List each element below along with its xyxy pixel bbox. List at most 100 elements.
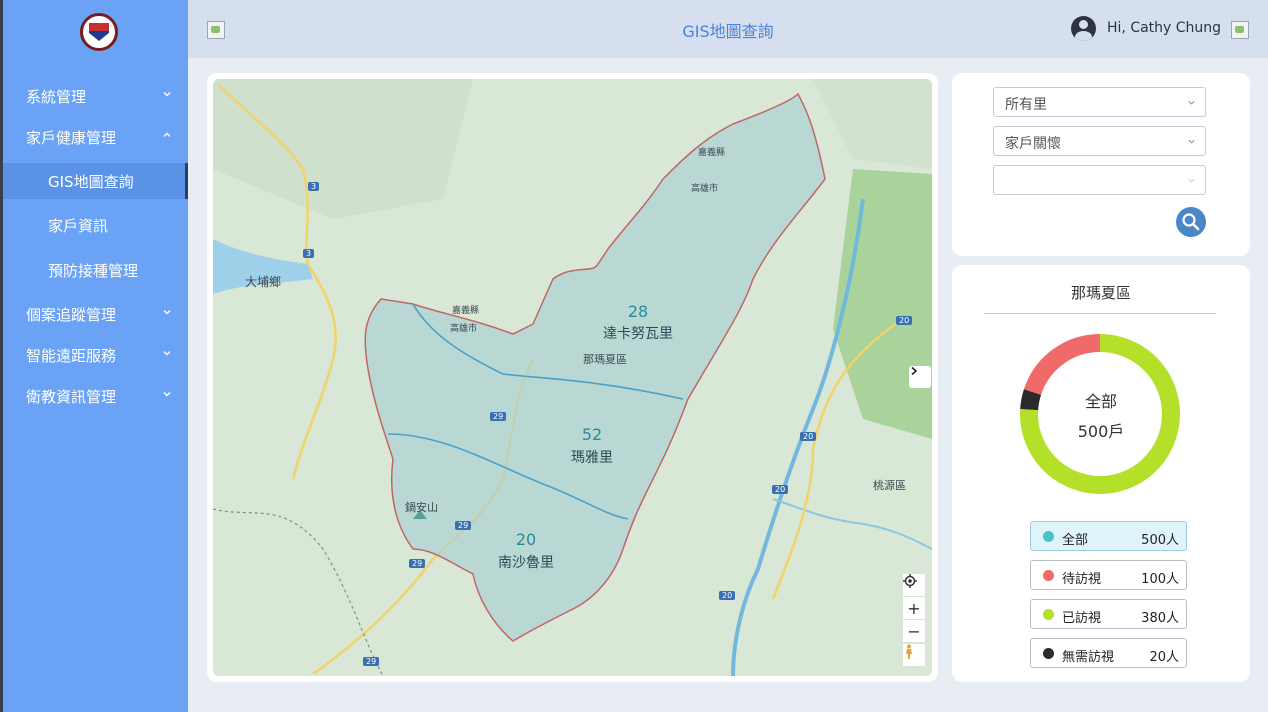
road-badge: 20	[719, 591, 736, 600]
sidebar-item-label: 家戶資訊	[48, 216, 109, 235]
organization-logo	[80, 13, 118, 51]
gis-map[interactable]: 3 3 20 20 20 20 29 29 29 29 大埔鄉 那瑪夏區 高雄市…	[213, 79, 932, 676]
chevron-down-icon	[163, 310, 171, 315]
road-badge: 20	[896, 316, 913, 325]
legend-name: 已訪視	[1062, 611, 1102, 626]
sidebar-item-label: GIS地圖查詢	[48, 172, 134, 191]
legend-item-not-needed[interactable]: 無需訪視 20人	[1030, 638, 1187, 668]
place-label: 鍋安山	[405, 501, 438, 514]
donut-center-value: 500戶	[1077, 422, 1125, 441]
search-button[interactable]	[1176, 207, 1206, 237]
village-select[interactable]: 所有里	[993, 87, 1206, 117]
legend-dot	[1043, 531, 1054, 542]
legend-dot	[1043, 570, 1054, 581]
subcategory-select[interactable]	[993, 165, 1206, 195]
road-badge: 3	[308, 182, 320, 191]
chevron-down-icon	[163, 392, 171, 397]
donut-segment-已訪視[interactable]	[1020, 334, 1180, 494]
sidebar-item-health-education[interactable]: 衛教資訊管理	[3, 378, 188, 414]
page-title: GIS地圖查詢	[682, 22, 774, 41]
road-badge: 29	[409, 559, 426, 568]
map-card: 3 3 20 20 20 20 29 29 29 29 大埔鄉 那瑪夏區 高雄市…	[207, 73, 938, 682]
place-label: 大埔鄉	[245, 275, 282, 289]
road-badge: 29	[490, 412, 507, 421]
chevron-right-icon	[911, 366, 918, 376]
village-count: 52	[581, 425, 603, 444]
zoom-out-button[interactable]: −	[903, 620, 925, 642]
place-label: 高雄市	[691, 184, 719, 194]
top-header: GIS地圖查詢 Hi, Cathy Chung	[188, 0, 1268, 58]
chevron-down-icon	[1188, 139, 1195, 144]
donut-center-label: 全部	[1084, 392, 1117, 411]
category-select[interactable]: 家戶關懷	[993, 126, 1206, 156]
chevron-down-icon	[163, 351, 171, 356]
sidebar-item-case-tracking[interactable]: 個案追蹤管理	[3, 296, 188, 332]
district-title: 那瑪夏區	[1070, 284, 1131, 302]
road-badge: 29	[363, 657, 380, 666]
place-label: 桃源區	[873, 479, 906, 492]
sidebar-item-label: 家戶健康管理	[26, 128, 117, 147]
menu-toggle-icon[interactable]	[207, 21, 225, 39]
chevron-down-icon	[163, 92, 171, 97]
sidebar-item-label: 智能遠距服務	[26, 346, 117, 365]
pegman-icon	[906, 644, 912, 659]
sidebar-item-gis-map[interactable]: GIS地圖查詢	[3, 163, 188, 199]
road-badge: 20	[800, 432, 817, 441]
village-count: 28	[627, 302, 649, 321]
legend-name: 待訪視	[1062, 572, 1102, 587]
map-canvas	[213, 79, 932, 676]
village-name: 南沙魯里	[498, 555, 554, 571]
sidebar-item-label: 個案追蹤管理	[26, 305, 117, 324]
legend-item-pending[interactable]: 待訪視 100人	[1030, 560, 1187, 590]
chevron-down-icon	[1188, 178, 1195, 183]
sidebar: 系統管理 家戶健康管理 GIS地圖查詢 家戶資訊 預防接種管理 個案追蹤管理 智…	[0, 0, 188, 712]
user-avatar-icon[interactable]	[1071, 16, 1096, 41]
legend-item-visited[interactable]: 已訪視 380人	[1030, 599, 1187, 629]
chevron-up-icon	[163, 132, 171, 137]
place-label: 高雄市	[450, 324, 478, 334]
crosshair-icon	[903, 574, 917, 588]
place-label: 那瑪夏區	[583, 353, 627, 366]
village-name: 瑪雅里	[571, 450, 613, 466]
legend-item-all[interactable]: 全部 500人	[1030, 521, 1187, 551]
stats-card: 那瑪夏區 全部 500戶 全部 500人 待訪視 100人 已訪視 380人 無…	[952, 265, 1250, 682]
user-greeting: Hi, Cathy Chung	[1107, 20, 1222, 36]
donut-segment-待訪視[interactable]	[1023, 334, 1101, 396]
sidebar-item-label: 預防接種管理	[48, 261, 139, 280]
village-count: 20	[515, 530, 537, 549]
legend-value: 100人	[1141, 572, 1179, 587]
place-label: 嘉義縣	[452, 306, 480, 316]
sidebar-item-household-info[interactable]: 家戶資訊	[3, 207, 188, 243]
sidebar-item-remote-service[interactable]: 智能遠距服務	[3, 337, 188, 373]
road-badge: 3	[303, 249, 315, 258]
category-select-value: 家戶關懷	[1005, 136, 1061, 152]
sidebar-item-label: 系統管理	[26, 87, 87, 106]
divider	[984, 313, 1216, 314]
legend-value: 380人	[1141, 611, 1179, 626]
legend-value: 20人	[1149, 650, 1179, 665]
filter-card: 所有里 家戶關懷	[952, 73, 1250, 256]
logout-icon[interactable]	[1231, 21, 1249, 39]
sidebar-item-vaccination[interactable]: 預防接種管理	[3, 252, 188, 288]
village-name: 達卡努瓦里	[603, 326, 673, 342]
legend-dot	[1043, 609, 1054, 620]
visit-status-donut-chart	[1020, 334, 1180, 494]
sidebar-item-household-health[interactable]: 家戶健康管理	[3, 119, 188, 155]
road-badge: 20	[772, 485, 789, 494]
search-icon	[1182, 213, 1200, 231]
legend-dot	[1043, 648, 1054, 659]
street-view-button[interactable]	[903, 644, 925, 666]
sidebar-item-system-management[interactable]: 系統管理	[3, 78, 188, 114]
donut-segment-無需訪視[interactable]	[1020, 389, 1042, 411]
legend-name: 無需訪視	[1062, 650, 1115, 665]
village-select-value: 所有里	[1005, 97, 1047, 113]
road-badge: 29	[455, 521, 472, 530]
chevron-down-icon	[1188, 100, 1195, 105]
sidebar-item-label: 衛教資訊管理	[26, 387, 117, 406]
place-label: 嘉義縣	[698, 148, 726, 158]
map-panel-next-button[interactable]	[909, 366, 931, 388]
legend-value: 500人	[1141, 533, 1179, 548]
legend-name: 全部	[1062, 533, 1089, 548]
locate-me-button[interactable]	[903, 574, 925, 596]
zoom-in-button[interactable]: +	[903, 597, 925, 619]
